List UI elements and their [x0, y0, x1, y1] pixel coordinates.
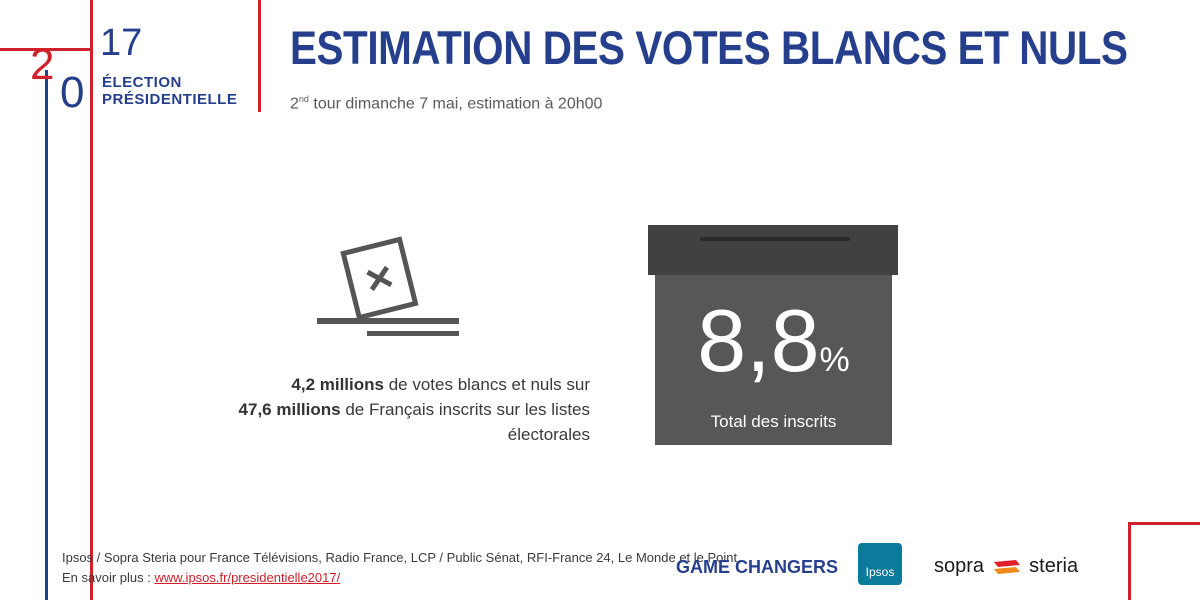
- ipsos-logo-text: Ipsos: [865, 565, 895, 579]
- frame-red-corner-vertical: [1128, 522, 1131, 600]
- frame-red-horizontal: [0, 48, 92, 51]
- sopra-text: sopra: [934, 555, 985, 577]
- votes-line-1-text: de votes blancs et nuls sur: [383, 375, 590, 394]
- logo-digit-17: 17: [100, 22, 143, 64]
- votes-description: 4,2 millions de votes blancs et nuls sur…: [200, 372, 590, 447]
- logo-text: ÉLECTION PRÉSIDENTIELLE: [102, 74, 238, 108]
- more-info: En savoir plus : www.ipsos.fr/presidenti…: [62, 568, 737, 588]
- sopra-steria-logo: sopra steria: [934, 555, 1078, 578]
- page-subtitle: 2nd tour dimanche 7 mai, estimation à 20…: [290, 94, 602, 113]
- frame-red-corner-horizontal: [1128, 522, 1200, 525]
- frame-blue-vertical: [45, 70, 48, 600]
- ballot-paper-icon: [317, 236, 459, 336]
- game-changers-text: GAME CHANGERS: [676, 557, 839, 577]
- frame-red-vertical-header: [258, 0, 261, 112]
- frame-red-vertical: [90, 0, 93, 600]
- more-info-label: En savoir plus :: [62, 570, 155, 585]
- ipsos-link[interactable]: www.ipsos.fr/presidentielle2017/: [154, 570, 341, 585]
- ballot-box-lid: [648, 225, 898, 275]
- logo-digit-2: 2: [30, 40, 55, 89]
- percentage-caption: Total des inscrits: [710, 412, 837, 431]
- votes-line-2: 47,6 millions de Français inscrits sur l…: [200, 397, 590, 447]
- votes-count: 4,2 millions: [291, 375, 384, 394]
- percentage-unit: %: [819, 341, 850, 379]
- ballot-box-icon: [655, 275, 892, 445]
- votes-line-2-text: de Français inscrits sur les listes élec…: [340, 400, 590, 444]
- percentage-value: 8,8%: [655, 296, 892, 405]
- source-text: Ipsos / Sopra Steria pour France Télévis…: [62, 550, 738, 565]
- ipsos-logo: Ipsos: [858, 543, 902, 585]
- subtitle-rest: tour dimanche 7 mai, estimation à 20h00: [308, 95, 603, 113]
- ballot-box-slot: [700, 237, 850, 241]
- footer-source: Ipsos / Sopra Steria pour France Télévis…: [62, 548, 737, 588]
- sopra-steria-mark-icon: [993, 559, 1020, 574]
- steria-text: steria: [1029, 555, 1079, 577]
- registered-count: 47,6 millions: [238, 400, 341, 419]
- page-title: ESTIMATION DES VOTES BLANCS ET NULS: [290, 21, 1128, 74]
- votes-line-1: 4,2 millions de votes blancs et nuls sur: [200, 372, 590, 397]
- subtitle-superscript: nd: [298, 94, 309, 104]
- percentage-number: 8,8: [697, 291, 820, 390]
- logo-digit-0: 0: [60, 68, 85, 117]
- subtitle-prefix: 2: [290, 95, 299, 113]
- election-2017-logo: 2 0 17 ÉLECTION PRÉSIDENTIELLE: [20, 22, 260, 122]
